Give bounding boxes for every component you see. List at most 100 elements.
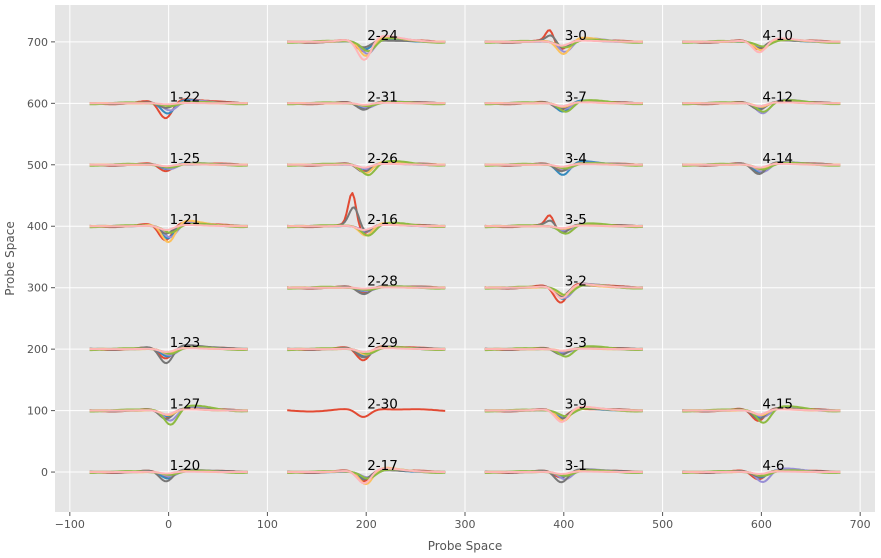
y-tick-label: 200: [27, 343, 48, 356]
waveform-trace: [287, 162, 446, 169]
unit-3-2: [484, 282, 643, 304]
unit-1-25: [89, 162, 248, 173]
unit-label: 3-4: [565, 151, 587, 167]
unit-label: 3-5: [565, 212, 587, 228]
unit-3-9: [484, 405, 643, 423]
unit-label: 2-31: [367, 89, 398, 105]
y-tick-label: 700: [27, 36, 48, 49]
waveform-trace: [682, 408, 841, 416]
waveform-trace: [484, 405, 643, 423]
waveform-trace: [682, 162, 841, 169]
unit-label: 4-12: [762, 89, 793, 105]
unit-label: 2-28: [367, 274, 398, 290]
unit-3-7: [484, 99, 643, 113]
unit-4-14: [682, 161, 841, 175]
waveform-trace: [287, 286, 446, 290]
waveform-trace: [682, 101, 841, 108]
y-tick-label: 0: [41, 466, 48, 479]
x-tick-label: 400: [553, 518, 574, 531]
unit-label: 1-22: [170, 89, 201, 105]
waveform-trace: [682, 470, 841, 475]
unit-label: 2-24: [367, 28, 398, 44]
unit-2-26: [287, 160, 446, 177]
unit-2-24: [287, 34, 446, 61]
x-tick-label: 700: [850, 518, 871, 531]
x-tick-label: 200: [356, 518, 377, 531]
y-tick-label: 600: [27, 97, 48, 110]
unit-1-27: [89, 404, 248, 426]
unit-2-29: [287, 345, 446, 362]
unit-label: 3-2: [565, 274, 587, 290]
unit-label: 3-3: [565, 335, 587, 351]
waveform-trace: [287, 408, 446, 418]
waveform-trace: [287, 101, 446, 106]
unit-label: 1-20: [170, 458, 201, 474]
waveform-trace: [287, 347, 446, 353]
waveform-trace: [89, 470, 248, 475]
waveform-trace: [484, 101, 643, 108]
unit-1-21: [89, 219, 248, 244]
unit-label: 1-25: [170, 151, 201, 167]
y-tick-label: 500: [27, 159, 48, 172]
y-tick-label: 100: [27, 405, 48, 418]
waveform-trace: [89, 102, 248, 106]
unit-label: 4-10: [762, 28, 793, 44]
unit-4-10: [682, 37, 841, 54]
x-tick-label: 100: [257, 518, 278, 531]
waveform-trace: [89, 163, 248, 168]
x-tick-label: 500: [652, 518, 673, 531]
unit-label: 2-16: [367, 212, 398, 228]
y-axis-label: Probe Space: [3, 221, 17, 295]
unit-2-17: [287, 466, 446, 486]
waveform-trace: [89, 347, 248, 353]
unit-label: 2-26: [367, 151, 398, 167]
unit-label: 3-1: [565, 458, 587, 474]
waveform-trace: [682, 37, 841, 54]
waveform-trace: [287, 34, 446, 61]
unit-2-30: [287, 408, 446, 418]
unit-4-15: [682, 405, 841, 424]
unit-label: 3-0: [565, 28, 587, 44]
x-tick-label: −100: [55, 518, 85, 531]
unit-label: 4-6: [762, 458, 784, 474]
unit-1-22: [89, 98, 248, 120]
unit-3-4: [484, 160, 643, 176]
waveform-trace: [89, 224, 248, 231]
waveform-traces: [89, 29, 841, 486]
unit-label: 2-17: [367, 458, 398, 474]
y-tick-label: 400: [27, 220, 48, 233]
x-tick-label: 300: [455, 518, 476, 531]
unit-4-6: [682, 467, 841, 483]
x-axis-label: Probe Space: [428, 539, 502, 553]
unit-label: 3-7: [565, 89, 587, 105]
unit-label: 2-29: [367, 335, 398, 351]
waveform-trace: [484, 283, 643, 300]
unit-3-5: [484, 214, 643, 235]
y-tick-label: 300: [27, 282, 48, 295]
unit-3-0: [484, 29, 643, 55]
waveform-trace: [287, 224, 446, 231]
unit-3-3: [484, 345, 643, 358]
waveform-trace: [484, 163, 643, 168]
unit-1-20: [89, 468, 248, 483]
unit-2-16: [287, 192, 446, 237]
unit-label: 1-23: [170, 335, 201, 351]
waveform-trace: [484, 39, 643, 47]
waveform-trace: [89, 408, 248, 416]
unit-label: 1-21: [170, 212, 201, 228]
unit-2-28: [287, 285, 446, 296]
y-axis-ticks: 0 100 200 300 400 500 600 700: [27, 36, 55, 479]
unit-2-31: [287, 100, 446, 111]
unit-label: 2-30: [367, 397, 398, 413]
unit-3-1: [484, 468, 643, 484]
unit-1-23: [89, 344, 248, 365]
unit-label: 4-14: [762, 151, 793, 167]
x-axis-ticks: −100 0 100 200 300 400 500 600 700: [55, 512, 871, 531]
waveform-trace: [484, 470, 643, 475]
x-tick-label: 0: [165, 518, 172, 531]
unit-label: 1-27: [170, 397, 201, 413]
waveform-trace: [484, 224, 643, 230]
unit-labels: 1-22 1-25 1-21 1-23 1-27 1-20 2-24 2-31 2-26 2-16…: [170, 28, 793, 474]
unit-4-12: [682, 98, 841, 115]
